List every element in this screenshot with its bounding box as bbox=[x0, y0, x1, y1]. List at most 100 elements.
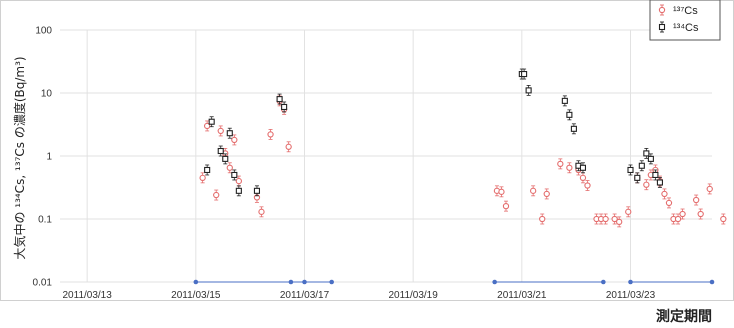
x-tick-label: 2011/03/23 bbox=[606, 290, 656, 301]
cs134-point bbox=[222, 153, 229, 165]
marker bbox=[706, 185, 713, 193]
cs137-point bbox=[584, 180, 591, 191]
cs137-point bbox=[543, 188, 550, 200]
cs134-point bbox=[276, 93, 283, 105]
marker bbox=[204, 122, 211, 130]
marker bbox=[557, 160, 564, 168]
y-tick-label: 10 bbox=[41, 89, 53, 100]
marker bbox=[566, 111, 573, 118]
cs137-point bbox=[593, 213, 600, 225]
cs137-point bbox=[616, 216, 623, 228]
y-tick-label: 0.1 bbox=[38, 215, 52, 226]
cs134-point bbox=[638, 160, 645, 172]
marker bbox=[665, 199, 673, 207]
cs137-point bbox=[579, 172, 587, 184]
y-tick-labels: 0.01 0.1 1 10 100 bbox=[33, 26, 53, 289]
cs134-point bbox=[208, 116, 215, 128]
cs137-point bbox=[217, 125, 224, 137]
marker bbox=[502, 202, 510, 210]
cs137-point bbox=[697, 208, 704, 220]
baseline-marker bbox=[601, 279, 606, 285]
plot-frame bbox=[0, 0, 734, 301]
x-tick-label: 2011/03/19 bbox=[389, 290, 439, 301]
marker bbox=[584, 182, 591, 189]
marker bbox=[253, 187, 261, 194]
marker bbox=[235, 187, 242, 194]
marker bbox=[566, 164, 573, 171]
baseline-marker bbox=[492, 279, 497, 285]
cs134-point bbox=[627, 164, 634, 176]
cs134-point bbox=[253, 185, 261, 197]
y-tick-label: 1 bbox=[46, 152, 52, 163]
x-axis-label: 測定期間 bbox=[656, 308, 712, 325]
marker bbox=[226, 130, 233, 137]
marker bbox=[231, 136, 238, 144]
marker bbox=[498, 188, 505, 195]
x-tick-label: 2011/03/17 bbox=[280, 290, 330, 301]
legend-marker bbox=[658, 23, 666, 31]
data-points bbox=[199, 68, 727, 228]
y-tick-label: 0.01 bbox=[33, 278, 53, 289]
baseline-marker bbox=[193, 279, 199, 285]
marker bbox=[276, 96, 283, 103]
marker bbox=[530, 187, 537, 194]
cs137-point bbox=[258, 206, 265, 218]
cs137-point bbox=[231, 134, 238, 146]
marker bbox=[285, 143, 292, 150]
marker bbox=[643, 181, 650, 188]
cs134-point bbox=[570, 123, 577, 135]
baseline-markers bbox=[193, 279, 715, 285]
marker bbox=[539, 215, 546, 223]
cs137-point bbox=[665, 197, 673, 209]
cs134-point bbox=[281, 101, 288, 113]
marker bbox=[679, 210, 686, 218]
cs137-point bbox=[498, 186, 505, 198]
cs134-point bbox=[561, 95, 568, 107]
marker bbox=[674, 215, 682, 223]
marker bbox=[720, 215, 727, 223]
cs137-point bbox=[566, 162, 573, 174]
baseline-marker bbox=[288, 279, 294, 285]
marker bbox=[602, 215, 609, 223]
cs134-point bbox=[231, 169, 238, 181]
x-tick-label: 2011/03/15 bbox=[171, 290, 221, 301]
marker bbox=[570, 125, 577, 132]
marker bbox=[616, 218, 623, 226]
marker bbox=[647, 155, 654, 162]
cs137-point bbox=[693, 194, 700, 206]
marker bbox=[697, 210, 704, 218]
marker bbox=[543, 190, 550, 198]
x-tick-labels: 2011/03/13 2011/03/15 2011/03/17 2011/03/19… bbox=[63, 290, 656, 301]
baseline-marker bbox=[329, 279, 334, 285]
marker bbox=[652, 171, 659, 179]
cs137-point bbox=[502, 200, 510, 212]
cs137-point bbox=[679, 208, 686, 220]
cs137-point bbox=[674, 213, 682, 225]
cs137-point bbox=[539, 213, 546, 225]
marker bbox=[643, 150, 650, 157]
cs137-point bbox=[267, 129, 274, 140]
y-tick-label: 100 bbox=[35, 26, 52, 37]
cs134-point bbox=[647, 153, 654, 165]
cs137-point bbox=[611, 213, 618, 225]
legend-box bbox=[649, 0, 721, 41]
cs137-point bbox=[661, 188, 668, 200]
marker bbox=[217, 147, 224, 155]
marker bbox=[634, 174, 641, 181]
baseline-marker bbox=[709, 279, 715, 285]
marker bbox=[235, 177, 242, 185]
marker bbox=[579, 164, 587, 171]
cs137-point bbox=[285, 141, 292, 153]
cs137-point bbox=[625, 206, 632, 218]
marker bbox=[521, 70, 528, 78]
marker bbox=[199, 174, 206, 181]
legend-label-cs137: ¹³⁷Cs bbox=[673, 5, 698, 17]
cs137-point bbox=[720, 213, 727, 225]
marker bbox=[204, 166, 211, 174]
cs134-point bbox=[204, 164, 211, 176]
marker bbox=[267, 131, 274, 138]
marker bbox=[208, 118, 215, 125]
cs134-point bbox=[521, 68, 528, 80]
cs134-point bbox=[525, 84, 532, 96]
